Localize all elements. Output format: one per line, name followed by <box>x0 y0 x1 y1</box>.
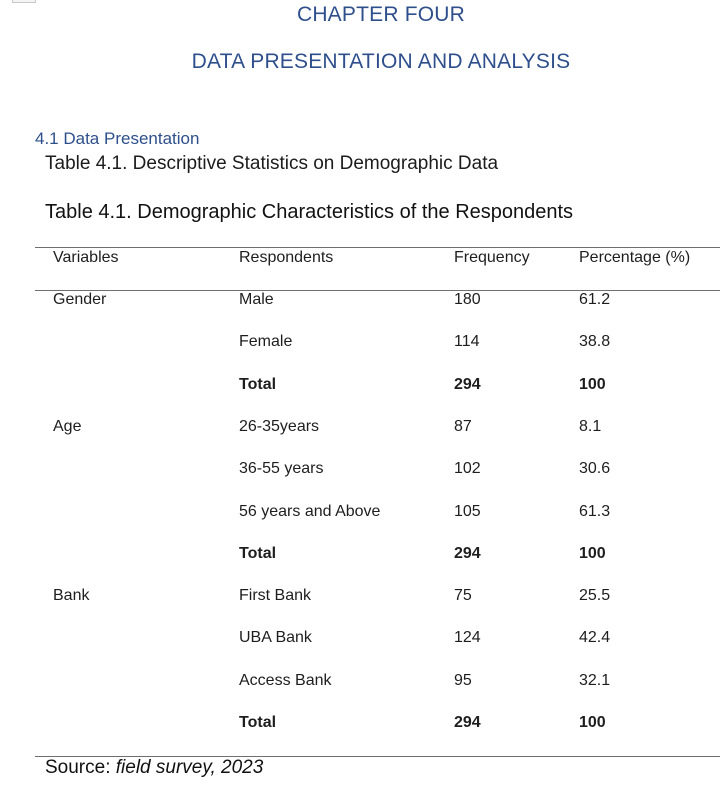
cell-respondent: 56 years and Above <box>239 503 381 520</box>
cell-respondent: Female <box>239 333 293 350</box>
cell-respondent: First Bank <box>239 587 312 604</box>
cell-frequency: 124 <box>454 629 481 646</box>
table-caption: Table 4.1. Descriptive Statistics on Dem… <box>45 153 499 174</box>
table-bottom-rule <box>35 756 720 757</box>
cell-respondent: Male <box>239 291 274 308</box>
cell-frequency: 114 <box>454 333 480 350</box>
cell-frequency: 294 <box>454 376 481 393</box>
cell-frequency: 180 <box>454 291 481 308</box>
cell-respondent: Access Bank <box>239 672 332 689</box>
source-label: Source <box>45 757 106 778</box>
chapter-subtitle: DATA PRESENTATION AND ANALYSIS <box>191 50 571 73</box>
cell-respondent: 36-55 years <box>239 460 324 477</box>
cell-frequency: 75 <box>454 587 472 604</box>
cell-percentage: 61.2 <box>579 291 611 308</box>
cell-percentage: 38.8 <box>579 333 611 350</box>
cell-percentage: 8.1 <box>579 418 602 435</box>
cell-percentage: 100 <box>579 376 606 393</box>
cell-variable: Gender <box>53 291 107 308</box>
cell-variable: Bank <box>53 587 90 604</box>
cell-frequency: 105 <box>454 503 481 520</box>
chapter-title: CHAPTER FOUR <box>296 3 466 26</box>
cell-respondent: Total <box>239 714 277 731</box>
cell-percentage: 30.6 <box>579 460 611 477</box>
cell-percentage: 25.5 <box>579 587 611 604</box>
cell-percentage: 100 <box>579 714 606 731</box>
cell-frequency: 95 <box>454 672 472 689</box>
cell-respondent: 26-35years <box>239 418 320 435</box>
table-top-rule <box>35 247 720 248</box>
table-header-rule <box>35 290 720 291</box>
cell-percentage: 100 <box>579 545 606 562</box>
header-frequency: Frequency <box>454 249 530 266</box>
cell-respondent: Total <box>239 545 277 562</box>
cell-respondent: Total <box>239 376 277 393</box>
section-heading: 4.1 Data Presentation <box>35 129 200 148</box>
cell-percentage: 42.4 <box>579 629 611 646</box>
cell-respondent: UBA Bank <box>239 629 312 646</box>
source-text: field survey, 2023 <box>115 757 264 778</box>
cell-percentage: 61.3 <box>579 503 611 520</box>
source-note: Source: field survey, 2023 <box>45 757 264 778</box>
table-title: Table 4.1. Demographic Characteristics o… <box>45 201 574 223</box>
header-percentage: Percentage (%) <box>579 249 691 266</box>
cell-percentage: 32.1 <box>579 672 611 689</box>
cell-frequency: 294 <box>454 545 481 562</box>
cell-frequency: 102 <box>454 460 481 477</box>
header-variables: Variables <box>53 249 119 266</box>
cell-frequency: 87 <box>454 418 472 435</box>
cell-variable: Age <box>53 418 82 435</box>
page-corner-marker <box>12 0 36 3</box>
cell-frequency: 294 <box>454 714 481 731</box>
header-respondents: Respondents <box>239 249 334 266</box>
